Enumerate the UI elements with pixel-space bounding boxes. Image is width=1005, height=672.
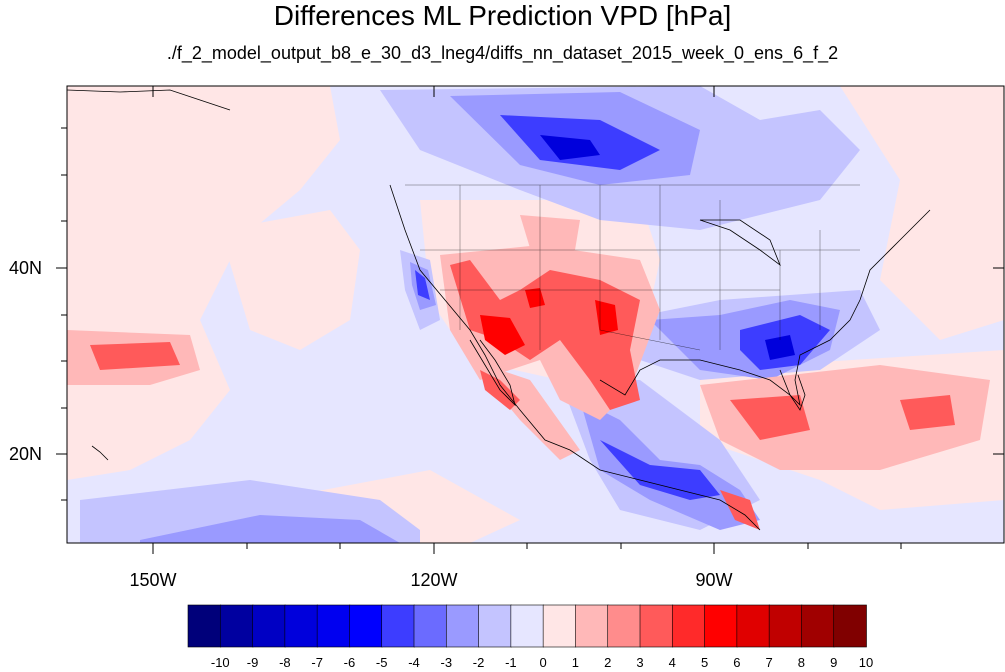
colorbar-swatch (671, 604, 706, 648)
colorbar-label: 10 (858, 655, 874, 670)
colorbar-swatch (349, 604, 383, 648)
colorbar-swatch (704, 604, 738, 648)
map-subtitle: ./f_2_model_output_b8_e_30_d3_lneg4/diff… (166, 43, 839, 63)
colorbar-label: 0 (539, 655, 547, 670)
colorbar-label: -7 (311, 655, 323, 670)
colorbar-swatch (768, 604, 803, 648)
lat-label-40n: 40N (8, 258, 42, 278)
colorbar-label: -5 (375, 655, 388, 670)
colorbar-swatch (478, 604, 512, 648)
colorbar-swatch (316, 604, 351, 648)
colorbar-label: 4 (668, 655, 676, 670)
colorbar-swatch (575, 604, 609, 648)
colorbar-swatch (510, 604, 544, 648)
colorbar-label: 5 (700, 655, 709, 670)
colorbar-swatch (187, 604, 222, 648)
colorbar-swatch (381, 604, 415, 648)
colorbar-label: -1 (505, 655, 517, 670)
colorbar-swatch (801, 604, 835, 648)
map-title: Differences ML Prediction VPD [hPa] (273, 0, 732, 31)
lon-label-120w: 120W (410, 570, 458, 590)
colorbar-swatch (413, 604, 448, 648)
colorbar-label: 3 (636, 655, 644, 670)
state-borders (405, 184, 860, 351)
lat-label-20n: 20N (8, 444, 42, 464)
colorbar (187, 604, 867, 648)
colorbar-label: 1 (571, 655, 580, 670)
colorbar-label: -9 (246, 655, 259, 670)
colorbar-swatch (445, 604, 480, 648)
colorbar-label: -8 (279, 655, 291, 670)
colorbar-swatch (639, 604, 674, 648)
colorbar-label: 7 (765, 655, 773, 670)
colorbar-swatch (252, 604, 286, 648)
lon-label-90w: 90W (695, 570, 733, 590)
colorbar-label: -10 (210, 655, 230, 670)
map-plot-area (67, 86, 1004, 543)
colorbar-label: 8 (797, 655, 806, 670)
colorbar-label: -6 (343, 655, 356, 670)
lon-label-150w: 150W (129, 570, 177, 590)
axis-ticks (56, 86, 1004, 554)
colorbar-swatch (284, 604, 318, 648)
colorbar-swatch (736, 604, 770, 648)
colorbar-swatch (833, 604, 867, 648)
colorbar-swatch (219, 604, 254, 648)
colorbar-swatch (607, 604, 641, 648)
colorbar-label: -4 (408, 655, 420, 670)
colorbar-label: -2 (472, 655, 485, 670)
colorbar-label: -3 (440, 655, 453, 670)
colorbar-swatch (542, 604, 577, 648)
colorbar-label: 2 (604, 655, 612, 670)
colorbar-label: 6 (733, 655, 741, 670)
negative-peak-regions (540, 135, 795, 360)
colorbar-label: 9 (830, 655, 838, 670)
